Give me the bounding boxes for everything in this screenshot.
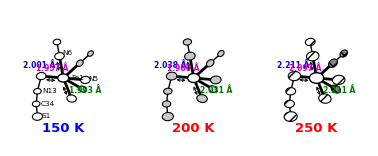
Ellipse shape — [187, 73, 200, 83]
Text: 2.097 Å: 2.097 Å — [290, 64, 322, 73]
Ellipse shape — [197, 95, 207, 102]
Text: N5: N5 — [88, 76, 98, 82]
Ellipse shape — [309, 73, 324, 83]
Ellipse shape — [328, 59, 338, 67]
Ellipse shape — [285, 100, 294, 107]
Ellipse shape — [79, 86, 86, 92]
Ellipse shape — [332, 75, 345, 85]
Text: 1.957 Å: 1.957 Å — [36, 64, 69, 73]
Text: 2.001 Å: 2.001 Å — [23, 61, 56, 70]
Ellipse shape — [340, 50, 347, 57]
Ellipse shape — [163, 101, 171, 107]
Ellipse shape — [305, 38, 315, 46]
Text: S1: S1 — [42, 113, 51, 119]
Ellipse shape — [166, 72, 177, 80]
Ellipse shape — [33, 113, 42, 120]
Text: 1.980 Å: 1.980 Å — [167, 64, 199, 73]
Ellipse shape — [209, 86, 217, 93]
Text: 2.211 Å: 2.211 Å — [277, 61, 309, 70]
Ellipse shape — [319, 94, 331, 103]
Ellipse shape — [184, 52, 195, 60]
Text: Fe1: Fe1 — [71, 75, 84, 81]
Ellipse shape — [58, 74, 69, 82]
Text: 2.038 Å: 2.038 Å — [154, 61, 186, 70]
Ellipse shape — [55, 53, 64, 60]
Ellipse shape — [88, 51, 93, 56]
Ellipse shape — [67, 95, 76, 102]
Text: 150 K: 150 K — [42, 122, 85, 135]
Ellipse shape — [34, 88, 41, 94]
Ellipse shape — [218, 51, 224, 57]
Text: 250 K: 250 K — [295, 122, 338, 135]
Ellipse shape — [307, 51, 319, 61]
Ellipse shape — [286, 88, 296, 95]
Text: 200 K: 200 K — [172, 122, 215, 135]
Text: N13: N13 — [42, 88, 57, 94]
Ellipse shape — [331, 85, 341, 93]
Ellipse shape — [36, 73, 46, 80]
Ellipse shape — [183, 39, 192, 45]
Ellipse shape — [76, 60, 83, 66]
Ellipse shape — [162, 112, 174, 121]
Ellipse shape — [206, 60, 214, 67]
Text: 2.211 Å: 2.211 Å — [323, 86, 355, 95]
Text: C34: C34 — [40, 101, 55, 107]
Text: 2.031 Å: 2.031 Å — [200, 86, 232, 95]
Ellipse shape — [288, 71, 301, 81]
Text: N6: N6 — [62, 50, 72, 56]
Ellipse shape — [33, 101, 40, 107]
Ellipse shape — [164, 88, 172, 94]
Ellipse shape — [53, 39, 61, 45]
Ellipse shape — [284, 112, 297, 121]
Text: 1.993 Å: 1.993 Å — [70, 86, 102, 95]
Ellipse shape — [81, 76, 90, 83]
Ellipse shape — [211, 76, 221, 84]
